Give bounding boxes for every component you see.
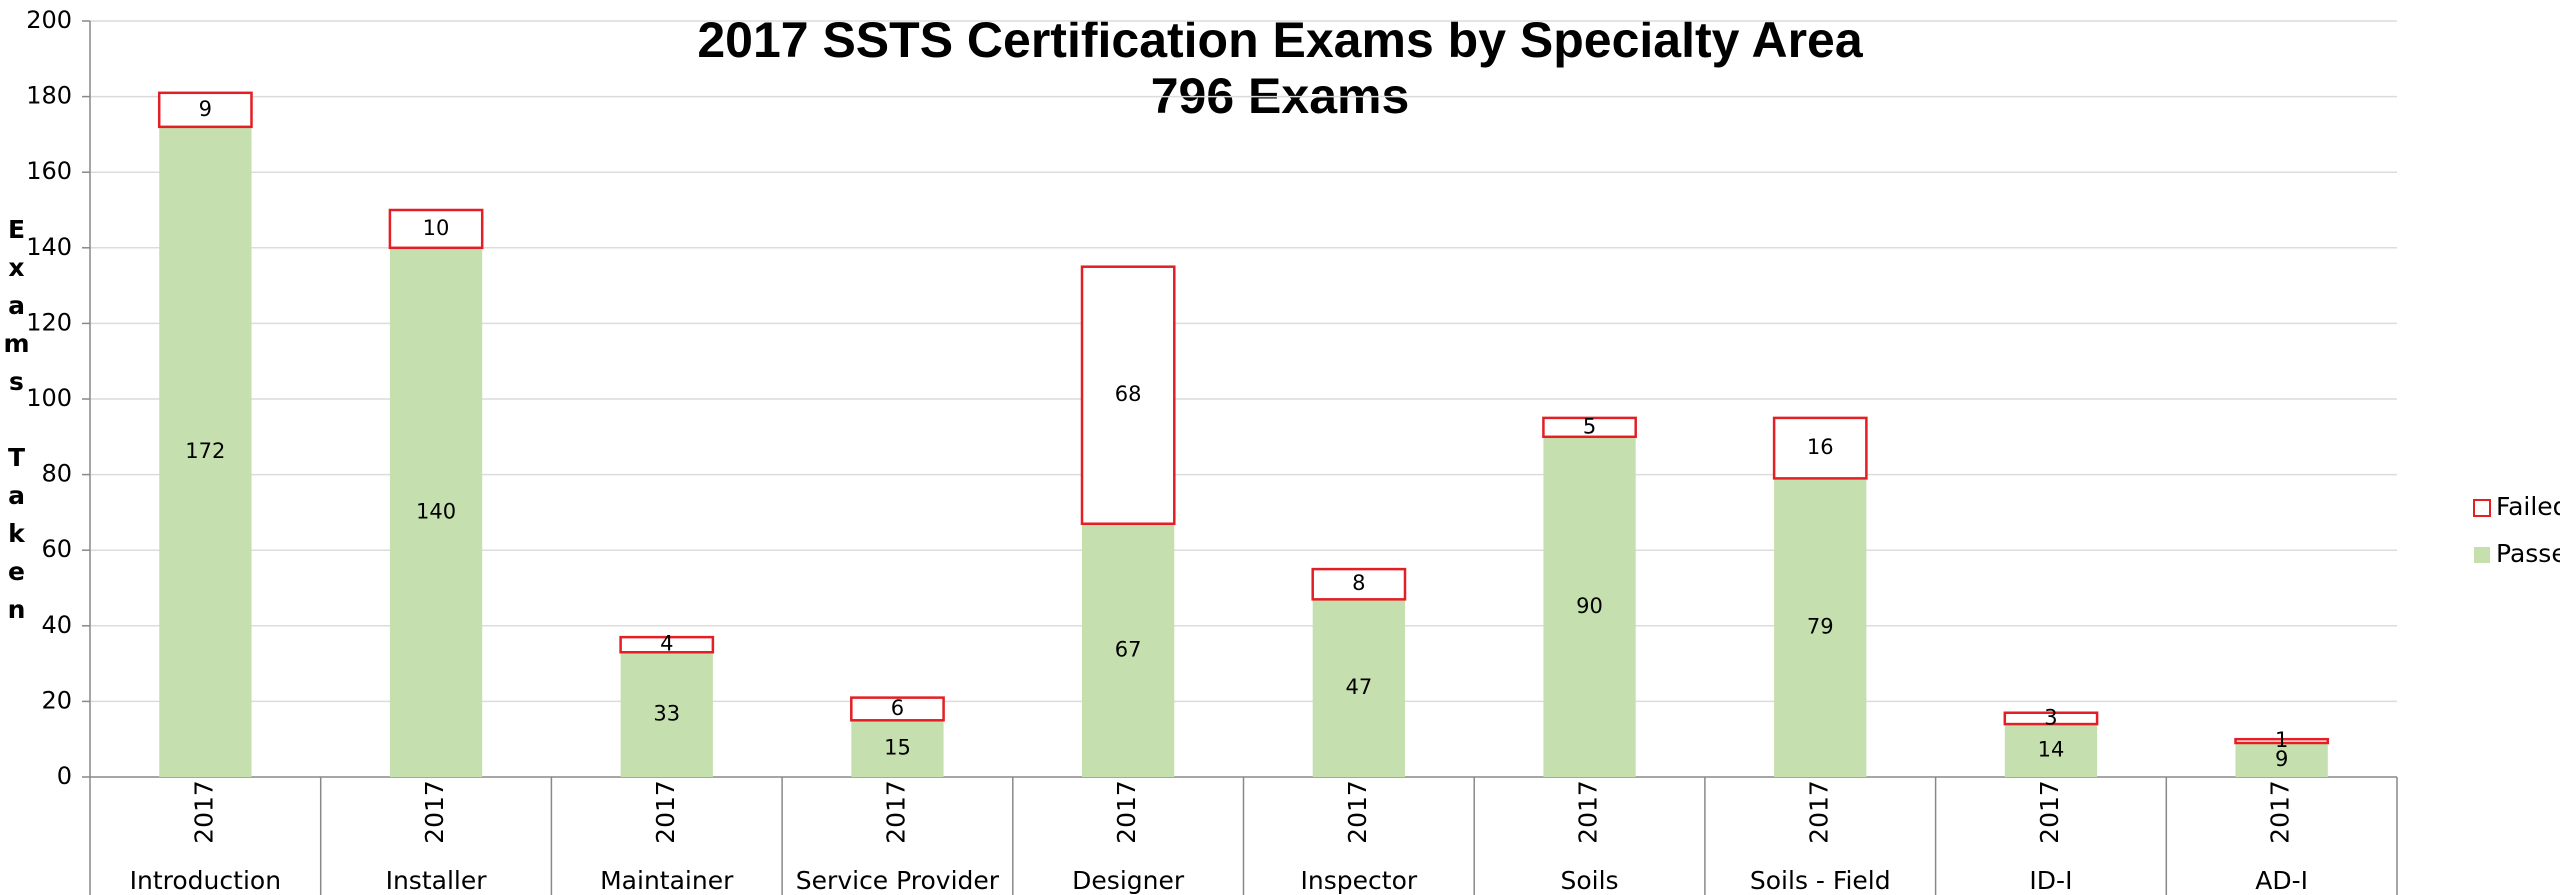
- bar-segment: [620, 652, 713, 777]
- x-tick-label: Maintainer: [600, 866, 734, 895]
- y-tick-label: 180: [26, 82, 72, 110]
- x-tick-sublabel: 2017: [1343, 780, 1372, 844]
- data-label: 9: [199, 97, 212, 121]
- x-tick-sublabel: 2017: [651, 780, 680, 844]
- x-tick-label: Designer: [1072, 866, 1185, 895]
- bar-segment: [2003, 711, 2099, 726]
- data-label: 6: [891, 696, 904, 720]
- data-label: 67: [1115, 637, 1142, 661]
- bar-segment: [1543, 436, 1636, 777]
- x-tick-label: AD-I: [2255, 866, 2308, 895]
- legend-marker: [2474, 547, 2490, 563]
- x-tick-sublabel: 2017: [1112, 780, 1141, 844]
- bar-segment: [159, 126, 252, 778]
- bar-segment: [851, 720, 944, 777]
- bar-segment: [2234, 737, 2330, 745]
- y-tick-label: 80: [41, 460, 72, 488]
- bar-segment: [388, 208, 484, 250]
- x-tick-label: Service Provider: [796, 866, 1000, 895]
- legend-label: Failed: [2496, 492, 2560, 521]
- y-tick-label: 20: [41, 686, 72, 714]
- bar-segment: [1772, 416, 1868, 480]
- bar-segment: [850, 696, 945, 722]
- x-tick-sublabel: 2017: [1804, 780, 1833, 844]
- y-tick-label: 40: [41, 611, 72, 639]
- data-label: 3: [2044, 705, 2057, 729]
- data-label: 172: [185, 439, 225, 463]
- bar-segment: [2235, 742, 2328, 777]
- data-label: 5: [1583, 414, 1596, 438]
- bar-segment: [1082, 523, 1175, 777]
- legend-label: Passed: [2496, 539, 2560, 568]
- y-tick-label: 200: [26, 6, 72, 34]
- x-tick-sublabel: 2017: [420, 780, 449, 844]
- data-label: 9: [2275, 747, 2288, 771]
- bar-segment: [1312, 599, 1405, 777]
- bar-segment: [157, 91, 253, 129]
- data-label: 4: [660, 632, 673, 656]
- bar-segment: [1311, 567, 1407, 601]
- bar-segment: [389, 247, 483, 778]
- x-tick-sublabel: 2017: [2035, 780, 2064, 844]
- x-tick-label: Soils - Field: [1750, 866, 1891, 895]
- data-label: 14: [2038, 738, 2065, 762]
- data-label: 1: [2275, 728, 2288, 752]
- bar-segment: [619, 635, 715, 654]
- y-tick-label: 120: [26, 308, 72, 336]
- data-label: 16: [1807, 435, 1834, 459]
- data-label: 10: [423, 216, 450, 240]
- bar-segment: [1774, 478, 1867, 777]
- x-tick-sublabel: 2017: [189, 780, 218, 844]
- y-axis-label: Exams Taken: [2, 215, 31, 633]
- bar-segment: [2004, 724, 2098, 777]
- data-label: 90: [1576, 594, 1603, 618]
- data-label: 15: [884, 736, 911, 760]
- bar-segment: [1542, 416, 1637, 439]
- x-tick-sublabel: 2017: [1574, 780, 1603, 844]
- x-tick-label: Installer: [386, 866, 488, 895]
- y-tick-label: 140: [26, 233, 72, 261]
- x-tick-label: Introduction: [130, 866, 281, 895]
- x-tick-label: ID-I: [2029, 866, 2072, 895]
- x-tick-sublabel: 2017: [2266, 780, 2295, 844]
- data-label: 33: [653, 702, 680, 726]
- data-label: 79: [1807, 615, 1834, 639]
- data-label: 8: [1352, 571, 1365, 595]
- data-label: 47: [1345, 675, 1372, 699]
- bar-segment: [1080, 265, 1176, 525]
- y-tick-label: 60: [41, 535, 72, 563]
- y-tick-label: 0: [57, 762, 72, 790]
- y-tick-label: 100: [26, 384, 72, 412]
- x-tick-sublabel: 2017: [881, 780, 910, 844]
- legend-marker: [2473, 499, 2491, 517]
- x-tick-label: Soils: [1561, 866, 1619, 895]
- data-label: 140: [416, 499, 456, 523]
- x-tick-label: Inspector: [1301, 866, 1418, 895]
- y-tick-label: 160: [26, 157, 72, 185]
- data-label: 68: [1115, 382, 1142, 406]
